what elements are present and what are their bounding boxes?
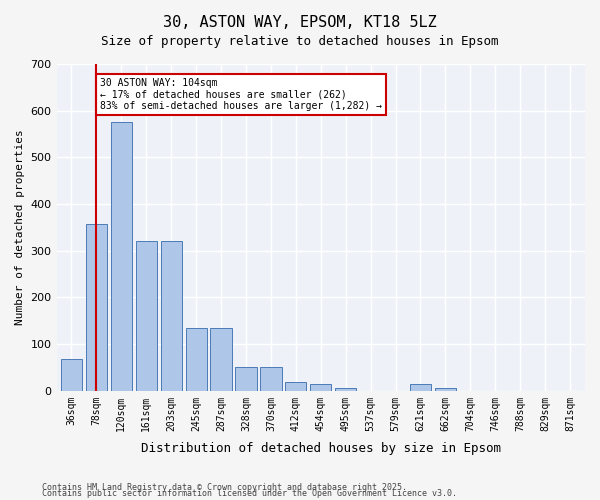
Bar bbox=[260, 368, 281, 391]
Bar bbox=[285, 382, 307, 391]
Text: 30 ASTON WAY: 104sqm
← 17% of detached houses are smaller (262)
83% of semi-deta: 30 ASTON WAY: 104sqm ← 17% of detached h… bbox=[100, 78, 382, 111]
X-axis label: Distribution of detached houses by size in Epsom: Distribution of detached houses by size … bbox=[141, 442, 501, 455]
Bar bbox=[310, 384, 331, 391]
Bar bbox=[211, 328, 232, 391]
Bar bbox=[335, 388, 356, 391]
Bar bbox=[185, 328, 207, 391]
Bar bbox=[161, 242, 182, 391]
Text: Contains public sector information licensed under the Open Government Licence v3: Contains public sector information licen… bbox=[42, 490, 457, 498]
Text: Size of property relative to detached houses in Epsom: Size of property relative to detached ho… bbox=[101, 35, 499, 48]
Bar bbox=[410, 384, 431, 391]
Y-axis label: Number of detached properties: Number of detached properties bbox=[15, 130, 25, 326]
Text: 30, ASTON WAY, EPSOM, KT18 5LZ: 30, ASTON WAY, EPSOM, KT18 5LZ bbox=[163, 15, 437, 30]
Bar bbox=[111, 122, 132, 391]
Bar bbox=[235, 366, 257, 391]
Bar bbox=[86, 224, 107, 391]
Bar bbox=[61, 359, 82, 391]
Text: Contains HM Land Registry data © Crown copyright and database right 2025.: Contains HM Land Registry data © Crown c… bbox=[42, 484, 407, 492]
Bar bbox=[435, 388, 456, 391]
Bar bbox=[136, 242, 157, 391]
